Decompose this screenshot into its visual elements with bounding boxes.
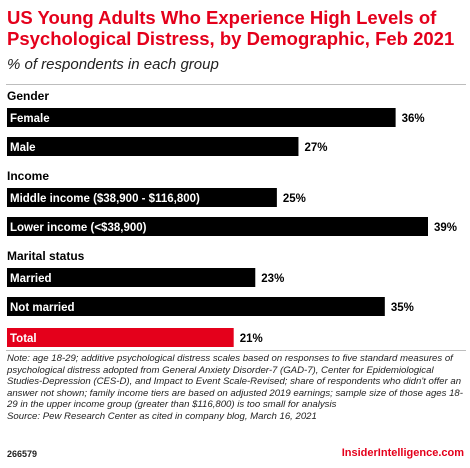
- bar-not-married: [7, 297, 385, 316]
- bar-chart: Gender Female 36% Male 27% Income Middle incom…: [7, 89, 457, 347]
- value-label-total: 21%: [240, 333, 263, 345]
- value-label-female: 36%: [402, 113, 425, 125]
- bar-total: [7, 328, 234, 347]
- brand-logo-text: InsiderIntelligence.com: [341, 447, 464, 459]
- group-label-gender: Gender: [7, 89, 49, 103]
- bar-middle-income-38-900-116-800: [7, 188, 277, 207]
- bar-label-male: Male: [10, 142, 36, 154]
- footer-divider: [6, 350, 466, 351]
- header-divider: [6, 84, 466, 85]
- bar-married: [7, 268, 256, 287]
- bar-label-lower-income-38-900: Lower income (<$38,900): [10, 222, 147, 234]
- bar-label-middle-income-38-900-116-800: Middle income ($38,900 - $116,800): [10, 193, 200, 205]
- chart-id: 266579: [7, 449, 38, 459]
- source-text: Source: Pew Research Center as cited in …: [7, 410, 317, 422]
- value-label-married: 23%: [261, 273, 284, 285]
- bar-label-not-married: Not married: [10, 302, 75, 314]
- bar-male: [7, 137, 299, 156]
- value-label-middle-income-38-900-116-800: 25%: [283, 193, 306, 205]
- chart-notes: Note: age 18-29; additive psychological …: [7, 353, 465, 423]
- chart-subtitle: % of respondents in each group: [7, 56, 219, 73]
- bar-label-married: Married: [10, 273, 52, 285]
- bar-label-total: Total: [10, 333, 37, 345]
- value-label-lower-income-38-900: 39%: [434, 222, 457, 234]
- note-text: Note: age 18-29; additive psychological …: [7, 353, 463, 411]
- group-label-marital-status: Marital status: [7, 249, 85, 263]
- bar-female: [7, 108, 396, 127]
- bar-label-female: Female: [10, 113, 50, 125]
- value-label-male: 27%: [304, 142, 327, 154]
- bar-lower-income-38-900: [7, 217, 428, 236]
- value-label-not-married: 35%: [391, 302, 414, 314]
- group-label-income: Income: [7, 169, 49, 183]
- chart-title: US Young Adults Who Experience High Leve…: [7, 7, 455, 49]
